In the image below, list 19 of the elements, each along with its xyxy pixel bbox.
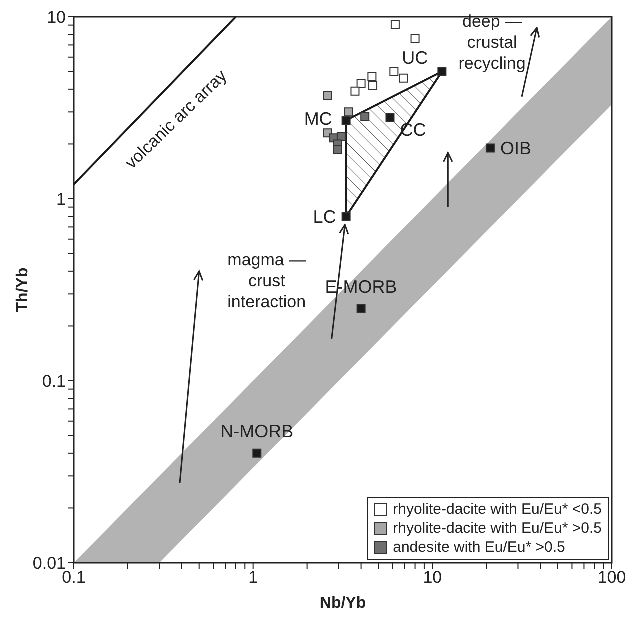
legend-label: rhyolite-dacite with Eu/Eu* <0.5	[393, 500, 602, 519]
x-tick-label: 0.1	[62, 568, 86, 588]
y-tick-label: 10	[47, 8, 66, 28]
x-axis-title: Nb/Yb	[320, 595, 366, 612]
x-tick-label: 1	[248, 568, 258, 588]
annotation: deep — crustal recycling	[458, 12, 526, 74]
annotation: UC	[402, 48, 428, 68]
y-tick-label: 0.1	[42, 372, 66, 392]
legend-label: rhyolite-dacite with Eu/Eu* >0.5	[393, 519, 602, 538]
legend-label: andesite with Eu/Eu* >0.5	[393, 538, 566, 557]
x-tick-label: 10	[423, 568, 442, 588]
annotation: N-MORB	[220, 422, 294, 442]
y-axis-title: Th/Yb	[14, 268, 32, 312]
y-tick-label: 1	[56, 190, 66, 210]
x-tick-label: 100	[598, 568, 626, 588]
annotation: magma — crust interaction	[228, 250, 306, 312]
annotation: LC	[313, 206, 336, 227]
annotation: MC	[304, 108, 332, 129]
annotation: OIB	[500, 138, 532, 159]
